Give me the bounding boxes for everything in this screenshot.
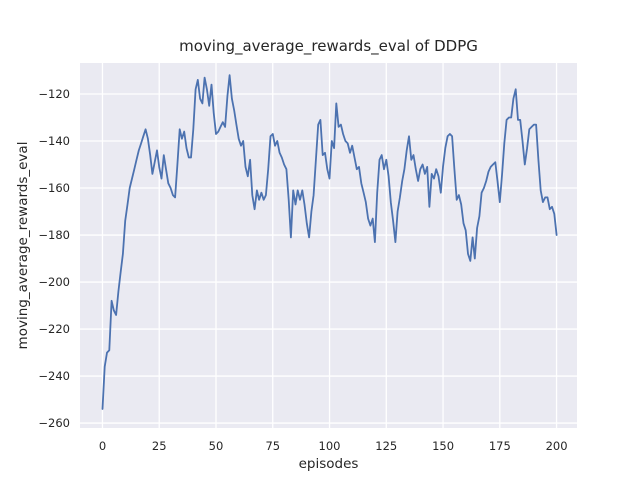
tick-labels: 0 25 50 75 100 125 150 175 200 −120 −140 −160 −180 −2… (38, 87, 567, 453)
y-tick-label: −140 (38, 134, 70, 148)
y-axis-label: moving_average_rewards_eval (15, 142, 31, 350)
y-tick-label: −200 (38, 275, 70, 289)
x-tick-label: 25 (152, 439, 167, 453)
y-tick-label: −160 (38, 181, 70, 195)
x-tick-label: 200 (546, 439, 568, 453)
x-tick-label: 100 (319, 439, 341, 453)
x-tick-label: 50 (209, 439, 224, 453)
x-tick-label: 175 (489, 439, 511, 453)
x-tick-label: 75 (265, 439, 280, 453)
data-series-line (101, 74, 558, 410)
y-tick-label: −180 (38, 228, 70, 242)
x-tick-label: 150 (432, 439, 454, 453)
y-tick-label: −260 (38, 416, 70, 430)
y-tick-label: −120 (38, 87, 70, 101)
chart-title: moving_average_rewards_eval of DDPG (179, 37, 478, 56)
x-tick-label: 125 (375, 439, 397, 453)
y-tick-label: −220 (38, 322, 70, 336)
plot-area (80, 63, 577, 428)
x-tick-label: 0 (99, 439, 106, 453)
y-tick-label: −240 (38, 369, 70, 383)
axes-background (80, 63, 577, 428)
x-axis-label: episodes (299, 456, 359, 472)
